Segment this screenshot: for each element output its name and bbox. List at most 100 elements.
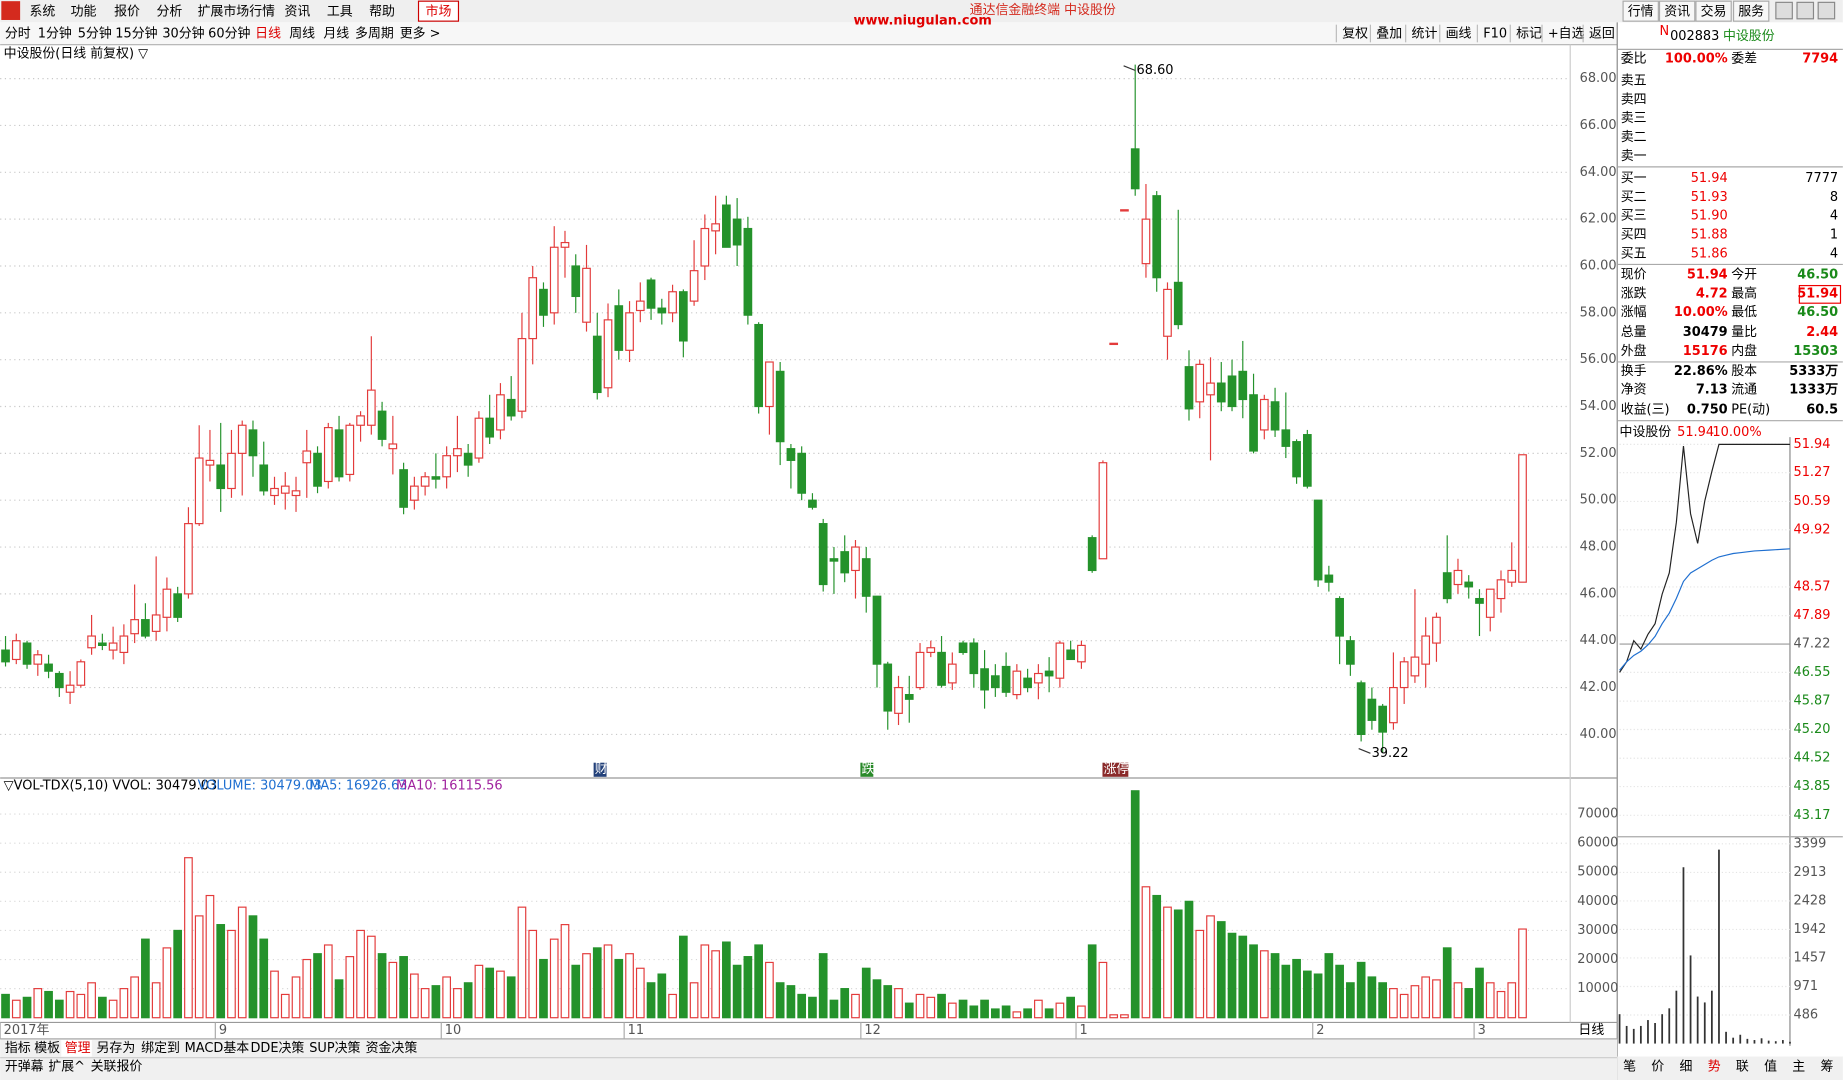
volume-bar [1399,993,1409,1019]
volume-bar [915,993,925,1019]
y-tick-label: 40000 [1577,894,1618,909]
quote-label: 总量 [1621,325,1647,340]
period-tab[interactable]: 1分钟 [38,26,72,42]
volume-bar [1055,1002,1065,1019]
right-tab[interactable]: 势 [1708,1059,1721,1075]
tool-button[interactable]: F10 [1483,27,1507,42]
volume-bar [808,996,817,1019]
top-button[interactable]: 资讯 [1664,4,1690,19]
candle-body [1066,649,1075,661]
quote-value: 15303 [1793,344,1838,359]
menu-item[interactable]: 工具 [327,4,353,19]
candle-body [829,558,839,562]
bottom-tab[interactable]: 模板 [34,1041,60,1056]
y-tick-label: 49.92 [1793,522,1830,537]
volume-bar [1141,886,1151,1019]
volume-bar [130,976,139,1019]
menu-item[interactable]: 市场 [426,3,452,19]
menu-item[interactable]: 系统 [30,4,56,19]
minimize-button[interactable] [1775,1,1793,20]
period-tab[interactable]: 日线 [255,27,281,42]
period-tab[interactable]: 月线 [323,27,349,42]
candle-body [1335,597,1344,637]
ask-label: 卖四 [1621,92,1647,107]
tool-button[interactable]: 标记 [1516,27,1542,42]
bottom-tab[interactable]: 资金决策 [366,1040,418,1056]
candle-body [808,499,817,508]
bottom-tab[interactable]: 扩展^ [48,1060,85,1075]
bid-price: 51.88 [1691,228,1728,243]
period-tab[interactable]: 分时 [5,27,31,42]
candle-body [980,668,989,691]
volume-bar [1335,964,1344,1019]
bottom-bar [0,1038,1618,1080]
maximize-button[interactable] [1796,1,1815,20]
top-button[interactable]: 行情 [1628,4,1654,19]
period-tab[interactable]: 60分钟 [208,26,250,42]
period-tab[interactable]: 5分钟 [78,26,112,42]
period-tab[interactable]: 多周期 [355,27,394,42]
tool-button[interactable]: 返回 [1589,27,1615,42]
bottom-tab[interactable]: SUP决策 [309,1040,360,1056]
volume-bar [173,929,183,1019]
candle-body [1120,209,1129,212]
candle-body [592,335,602,394]
bottom-tab[interactable]: DDE决策 [250,1040,304,1056]
volume-bar [689,982,699,1019]
candle-body [1302,434,1312,487]
right-tab[interactable]: 筹 [1821,1059,1834,1075]
volume-bar [44,990,53,1019]
menu-item[interactable]: 扩展市场行情 [198,3,276,19]
right-tab[interactable]: 主 [1792,1060,1805,1075]
candle-body [528,277,538,340]
candle-body [194,457,204,525]
menu-item[interactable]: 资讯 [285,4,311,19]
bottom-tab[interactable]: 绑定到 [141,1041,180,1056]
tool-button[interactable]: 叠加 [1376,27,1402,42]
candle-body [399,469,408,508]
bottom-tab[interactable]: 指标 [5,1041,31,1056]
tool-button[interactable]: 统计 [1412,27,1438,42]
candle-body [926,647,936,654]
volume-bar [216,924,226,1019]
candle-body [1464,581,1474,588]
right-tab[interactable]: 值 [1764,1059,1777,1075]
tool-button[interactable]: 画线 [1446,27,1472,42]
menu-item[interactable]: 帮助 [369,4,395,19]
volume-bar [1249,944,1258,1019]
y-tick-label: 58.00 [1580,305,1617,320]
period-tab[interactable]: 更多 > [400,27,441,42]
bid-volume: 8 [1830,190,1838,205]
period-tab[interactable]: 15分钟 [115,26,157,42]
close-button[interactable] [1817,1,1836,20]
candle-body [506,398,516,417]
volume-bar [1485,982,1495,1019]
menu-item[interactable]: 功能 [71,4,97,19]
right-tab[interactable]: 细 [1679,1060,1692,1075]
candle-body [259,464,269,492]
candle-body [1195,363,1205,403]
bottom-tab[interactable]: MACD基本 [185,1041,250,1056]
top-button[interactable]: 交易 [1701,3,1727,19]
period-tab[interactable]: 周线 [289,27,315,42]
bottom-tab[interactable]: 关联报价 [91,1060,143,1075]
volume-bar [496,970,505,1019]
bottom-tab[interactable]: 管理 [65,1041,91,1056]
right-tab[interactable]: 笔 [1623,1059,1636,1075]
right-tab[interactable]: 价 [1651,1060,1664,1075]
bottom-tab[interactable]: 开弹幕 [5,1060,44,1075]
right-tab[interactable]: 联 [1736,1060,1749,1075]
bottom-tab[interactable]: 另存为 [97,1041,136,1056]
tool-button[interactable]: 复权 [1342,26,1368,42]
menu-item[interactable]: 分析 [156,4,182,19]
candle-body [571,265,581,298]
stock-code: 002883 [1670,29,1719,44]
candle-body [969,642,979,675]
tool-button[interactable]: +自选 [1548,27,1585,42]
candle-body [442,455,451,478]
menu-item[interactable]: 报价 [114,4,140,19]
period-tab[interactable]: 30分钟 [162,26,204,42]
volume-bar [205,894,215,1019]
top-button[interactable]: 服务 [1738,3,1764,19]
min-arrow [1358,748,1371,754]
